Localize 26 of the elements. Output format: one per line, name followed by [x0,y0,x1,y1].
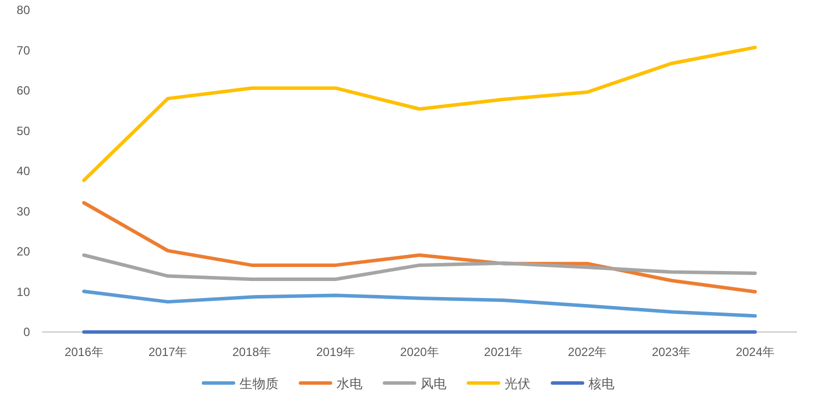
legend-label: 水电 [336,376,362,391]
line-series [82,46,757,182]
x-tick-label: 2020年 [400,345,439,359]
x-tick-label: 2024年 [736,345,774,359]
y-tick-label: 10 [16,284,30,299]
x-tick-label: 2021年 [484,345,523,359]
y-tick-label: 50 [16,124,30,138]
legend-label: 核电 [588,376,614,391]
legend-label: 生物质 [240,376,278,391]
y-tick-label: 70 [16,43,30,58]
line-series [82,290,757,318]
y-tick-label: 20 [16,244,30,258]
y-tick-label: 60 [16,84,30,98]
legend-label: 风电 [420,376,446,391]
x-tick-label: 2022年 [568,345,607,359]
line-series [82,253,757,282]
legend-label: 光伏 [504,376,530,391]
x-tick-label: 2016年 [64,345,104,359]
y-tick-label: 80 [16,3,30,17]
x-tick-label: 2023年 [652,345,691,359]
y-tick-label: 40 [16,164,30,178]
y-tick-label: 0 [23,325,30,339]
x-tick-label: 2019年 [316,345,355,359]
y-tick-label: 30 [16,204,30,218]
x-tick-label: 2018年 [232,345,272,359]
x-tick-label: 2017年 [148,345,188,359]
